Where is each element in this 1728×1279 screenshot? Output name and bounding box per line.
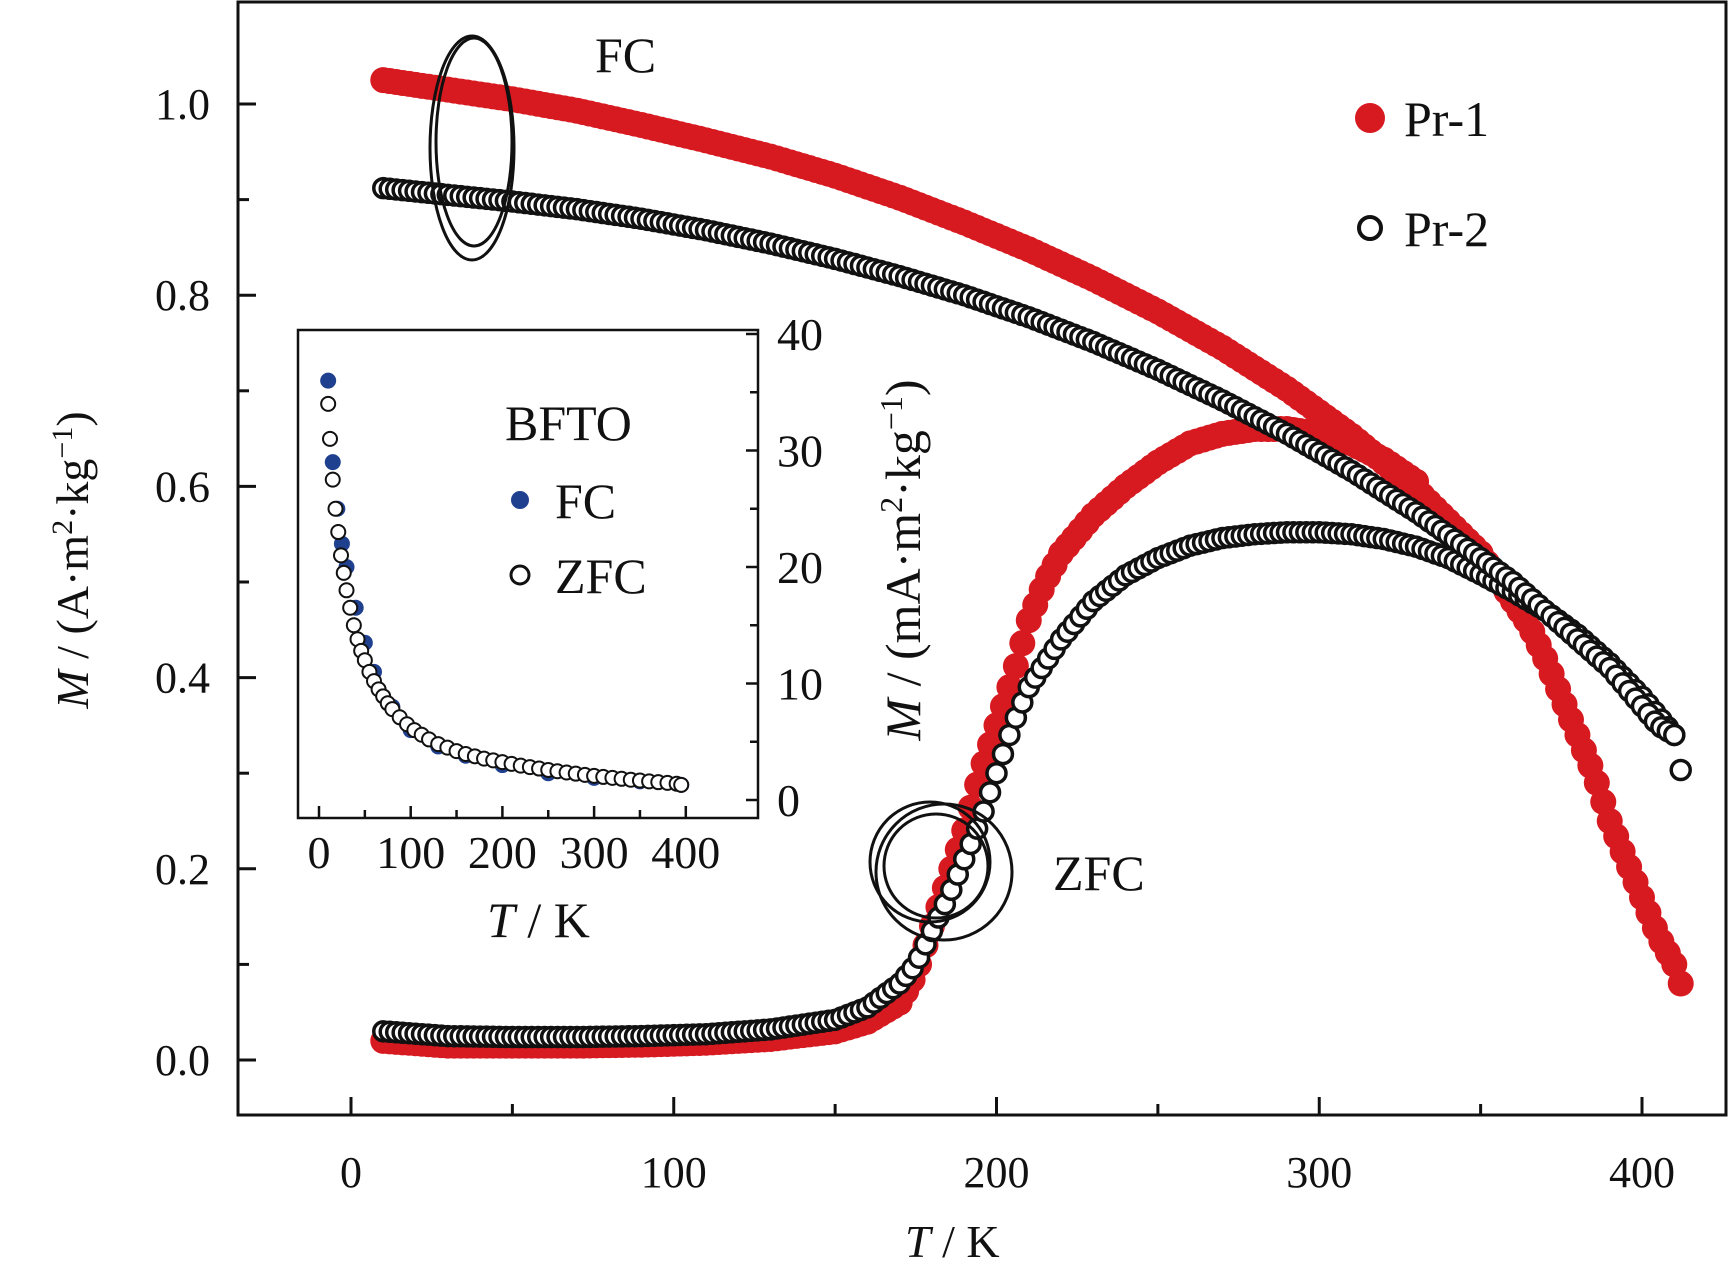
data-point xyxy=(345,617,362,634)
data-point xyxy=(330,524,347,541)
x-tick-label: 200 xyxy=(964,1148,1030,1197)
fc-annotation: FC xyxy=(595,27,656,83)
inset-x-tick-label: 300 xyxy=(560,827,629,878)
data-point xyxy=(322,430,339,447)
y-tick-label: 0.2 xyxy=(155,845,210,894)
data-point xyxy=(320,395,337,412)
data-point xyxy=(324,471,341,488)
inset-legend-label-zfc: ZFC xyxy=(555,548,647,604)
data-point xyxy=(1663,723,1686,747)
legend-marker-pr2 xyxy=(1357,215,1383,241)
main-x-axis-label: T / K xyxy=(905,1216,1000,1267)
inset-y-tick-label: 20 xyxy=(777,542,823,593)
x-tick-label: 300 xyxy=(1286,1148,1352,1197)
inset-x-tick-label: 400 xyxy=(651,827,720,878)
zfc-annotation: ZFC xyxy=(1053,845,1145,901)
inset-legend-label-fc: FC xyxy=(555,473,616,529)
x-tick-label: 0 xyxy=(340,1148,362,1197)
inset-legend-title: BFTO xyxy=(505,395,632,451)
data-point xyxy=(333,547,350,564)
y-tick-label: 0.8 xyxy=(155,271,210,320)
inset-legend-marker-fc xyxy=(511,491,529,509)
pr-1-fc-series xyxy=(370,67,1694,997)
data-point xyxy=(1669,758,1692,782)
x-tick-label: 100 xyxy=(641,1148,707,1197)
inset-x-tick-label: 100 xyxy=(376,827,445,878)
y-tick-label: 0.4 xyxy=(155,654,210,703)
inset-zfc-series xyxy=(320,395,690,793)
data-point xyxy=(991,742,1015,766)
zfc-circle-annotation xyxy=(868,800,1014,942)
data-point xyxy=(327,500,344,517)
inset-x-tick-label: 0 xyxy=(308,827,331,878)
inset-x-axis-label: T / K xyxy=(487,892,590,948)
data-point xyxy=(342,599,359,616)
y-tick-label: 0.0 xyxy=(155,1036,210,1085)
inset-y-tick-label: 30 xyxy=(777,426,823,477)
data-point xyxy=(1002,653,1029,680)
inset-y-tick-label: 40 xyxy=(777,309,823,360)
data-point xyxy=(1667,970,1694,997)
legend-label-pr2: Pr-2 xyxy=(1404,201,1489,257)
data-point xyxy=(978,781,1002,804)
data-point xyxy=(320,372,337,389)
inset-legend-marker-zfc xyxy=(509,564,531,586)
data-point xyxy=(338,582,355,599)
fc-ellipse-annotation xyxy=(428,34,516,262)
data-point xyxy=(1009,630,1036,657)
y-tick-label: 1.0 xyxy=(155,80,210,129)
main-y-axis-label: M / (A·m2·kg−1) xyxy=(46,411,99,709)
data-point xyxy=(985,761,1008,785)
x-tick-label: 400 xyxy=(1609,1148,1675,1197)
inset-x-tick-label: 200 xyxy=(468,827,537,878)
legend-marker-pr1 xyxy=(1355,103,1385,133)
pr-2-fc-series xyxy=(372,176,1692,782)
main-plot-frame xyxy=(236,0,1728,1117)
data-point xyxy=(335,564,352,581)
inset-y-tick-label: 0 xyxy=(777,775,800,826)
data-point xyxy=(324,454,341,471)
main-plot-area xyxy=(370,67,1694,1059)
y-tick-label: 0.6 xyxy=(155,462,210,511)
inset-plot-frame xyxy=(296,328,760,820)
legend-label-pr1: Pr-1 xyxy=(1404,91,1489,147)
main-legend: Pr-1 Pr-2 xyxy=(1355,91,1489,257)
inset-ticks: 0 100 200 300 400 0 10 20 30 40 xyxy=(308,309,824,878)
inset-plot-area xyxy=(320,372,690,793)
inset-y-axis-label: M / (mA·m2·kg−1) xyxy=(873,379,931,741)
inset-legend: BFTO FC ZFC xyxy=(505,395,647,604)
data-point xyxy=(673,776,690,793)
inset-y-tick-label: 10 xyxy=(777,659,823,710)
